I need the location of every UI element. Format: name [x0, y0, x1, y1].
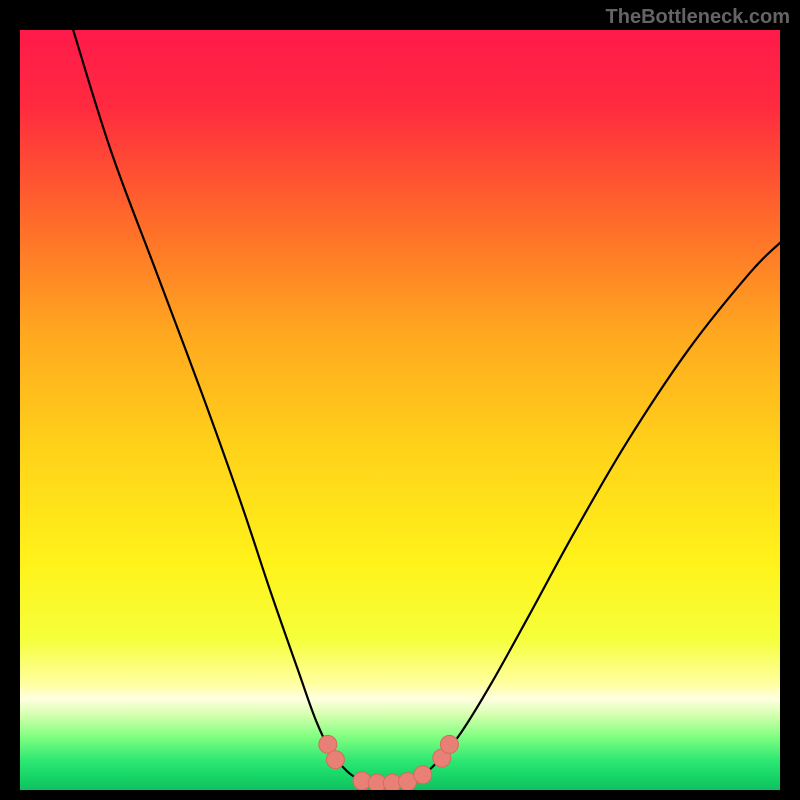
marker-dot [414, 766, 432, 784]
chart-plot-area [20, 30, 780, 790]
chart-svg [20, 30, 780, 790]
marker-group [319, 735, 459, 790]
watermark-text: TheBottleneck.com [606, 6, 790, 29]
bottleneck-curve [73, 30, 780, 784]
marker-dot [440, 735, 458, 753]
marker-dot [326, 751, 344, 769]
